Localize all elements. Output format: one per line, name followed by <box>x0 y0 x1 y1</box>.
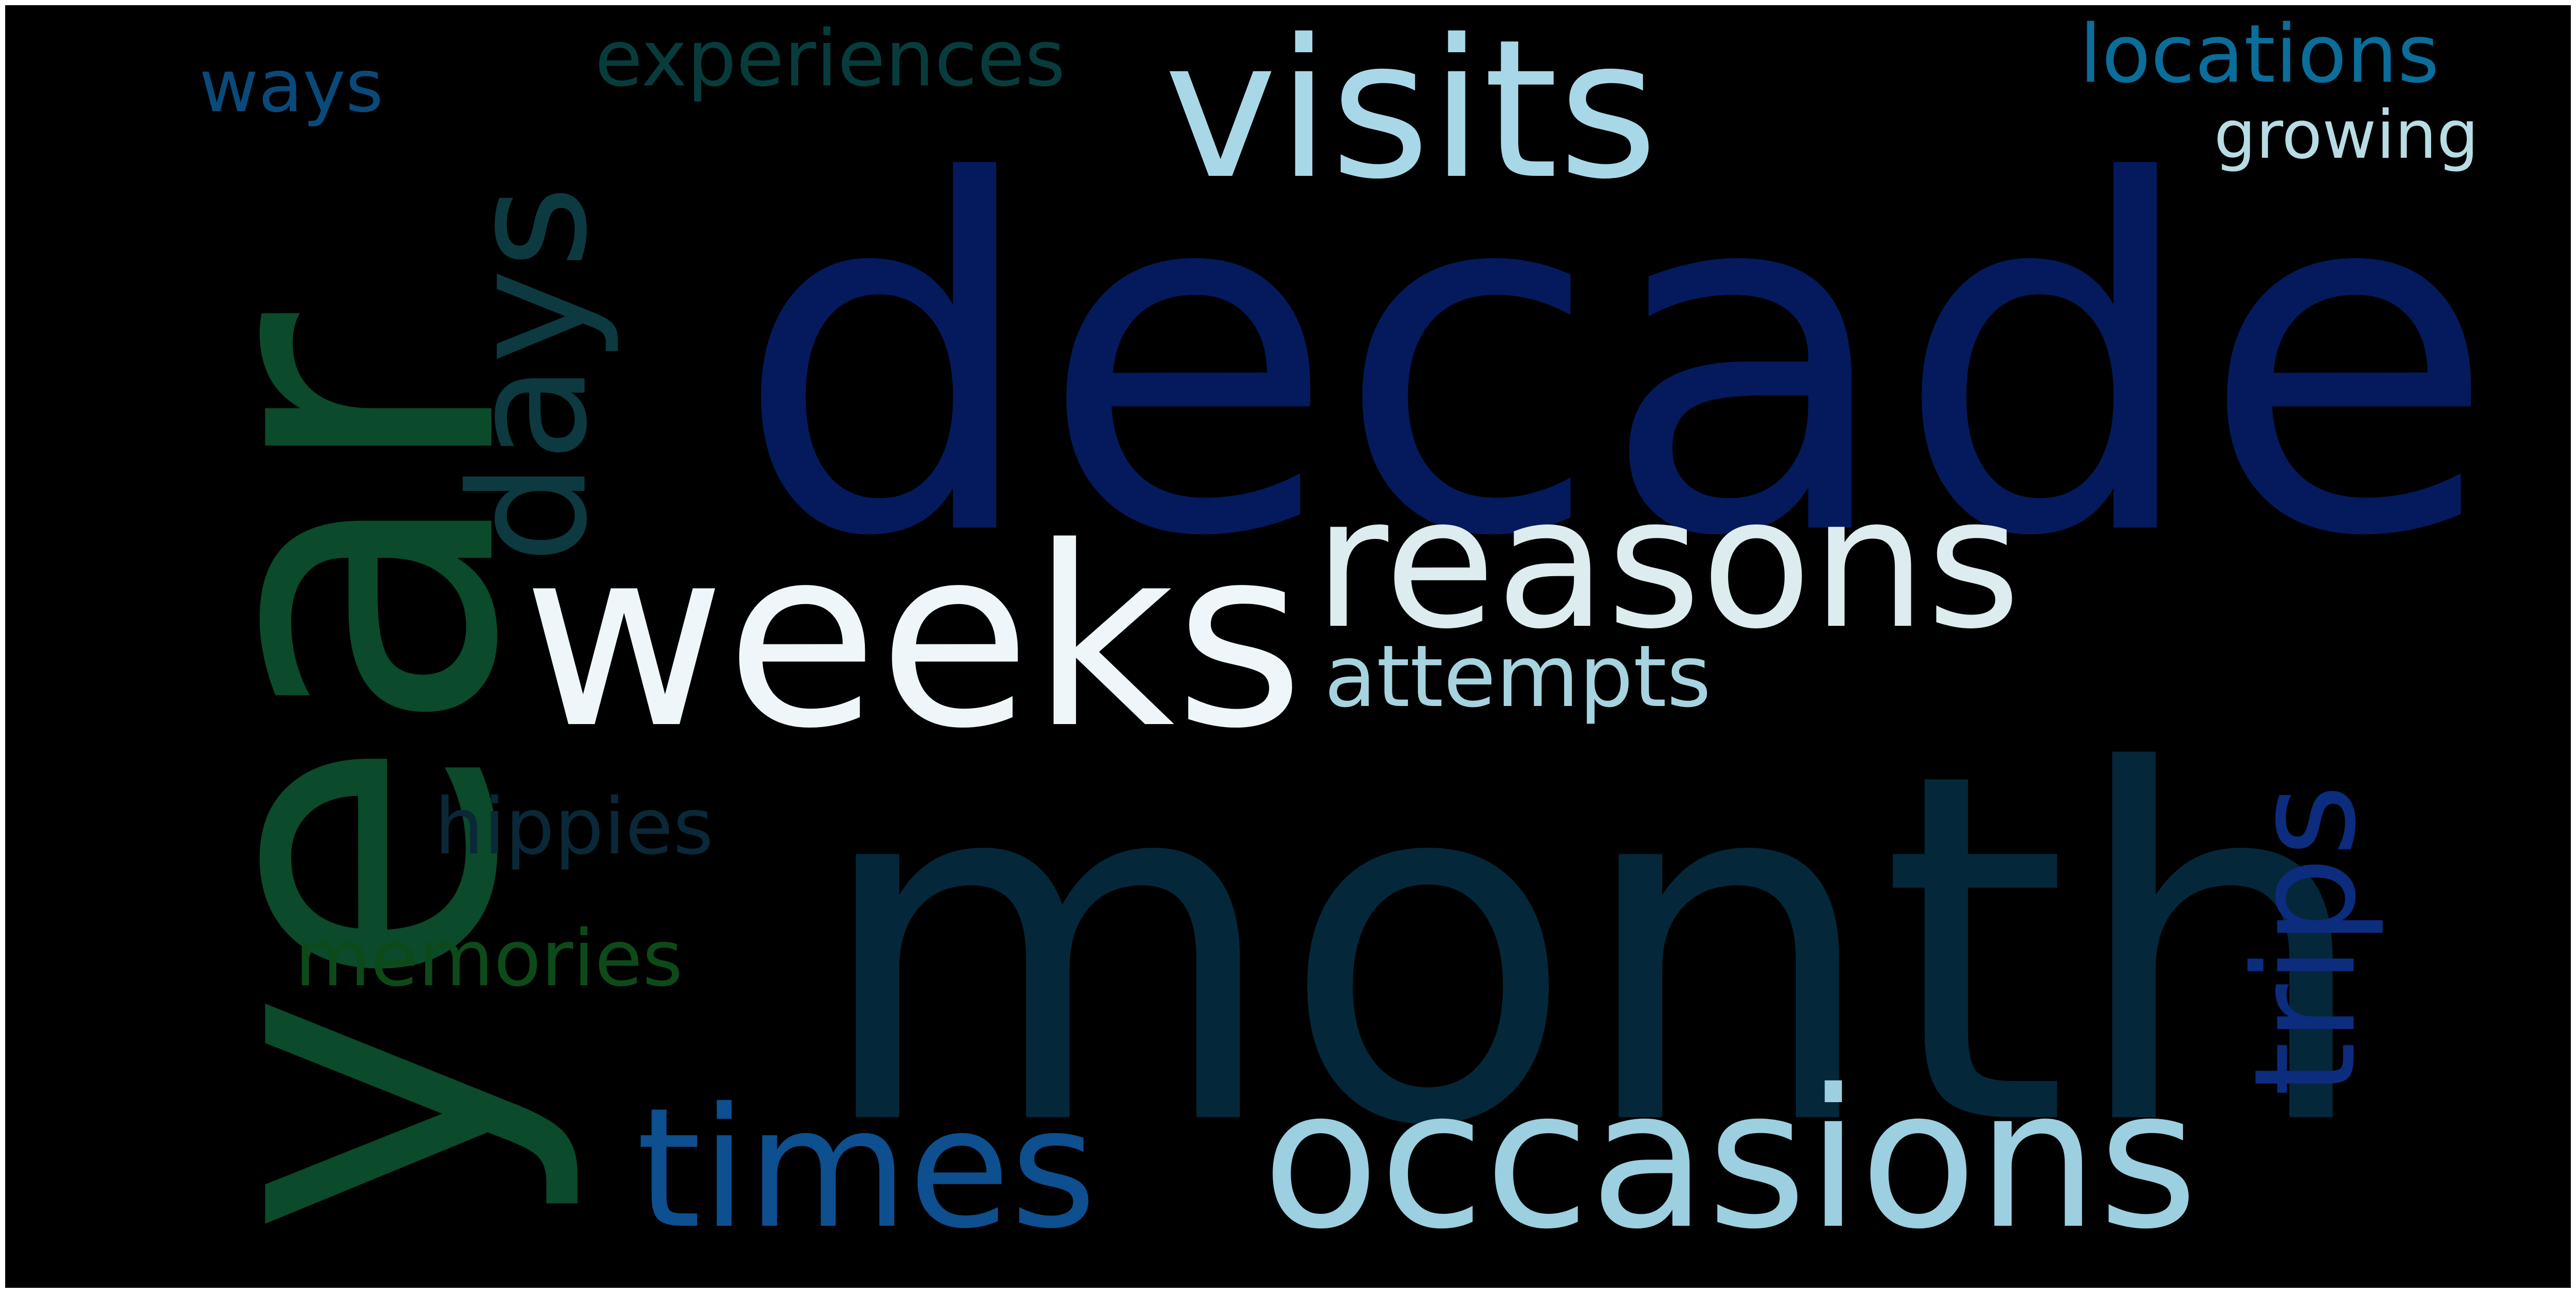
word-visits: visits <box>1164 5 1658 221</box>
word-year: year <box>107 309 589 1236</box>
word-experiences: experiences <box>595 14 1066 104</box>
word-memories: memories <box>295 914 683 1004</box>
word-attempts: attempts <box>1324 627 1711 726</box>
word-weeks: weeks <box>522 494 1304 783</box>
word-hippies: hippies <box>435 782 713 872</box>
word-days: days <box>436 185 623 564</box>
word-ways: ways <box>199 44 383 129</box>
word-reasons: reasons <box>1314 458 2021 669</box>
word-locations: locations <box>2079 7 2439 101</box>
word-times: times <box>636 1073 1097 1265</box>
word-month: month <box>812 671 2373 1231</box>
word-decade: decade <box>735 82 2496 641</box>
word-cloud-canvas: decade month year visits weeks reasons occasio… <box>5 5 2571 1288</box>
word-trips: trips <box>2224 784 2387 1096</box>
word-occasions: occasions <box>1262 1049 2198 1271</box>
word-growing: growing <box>2214 97 2479 174</box>
